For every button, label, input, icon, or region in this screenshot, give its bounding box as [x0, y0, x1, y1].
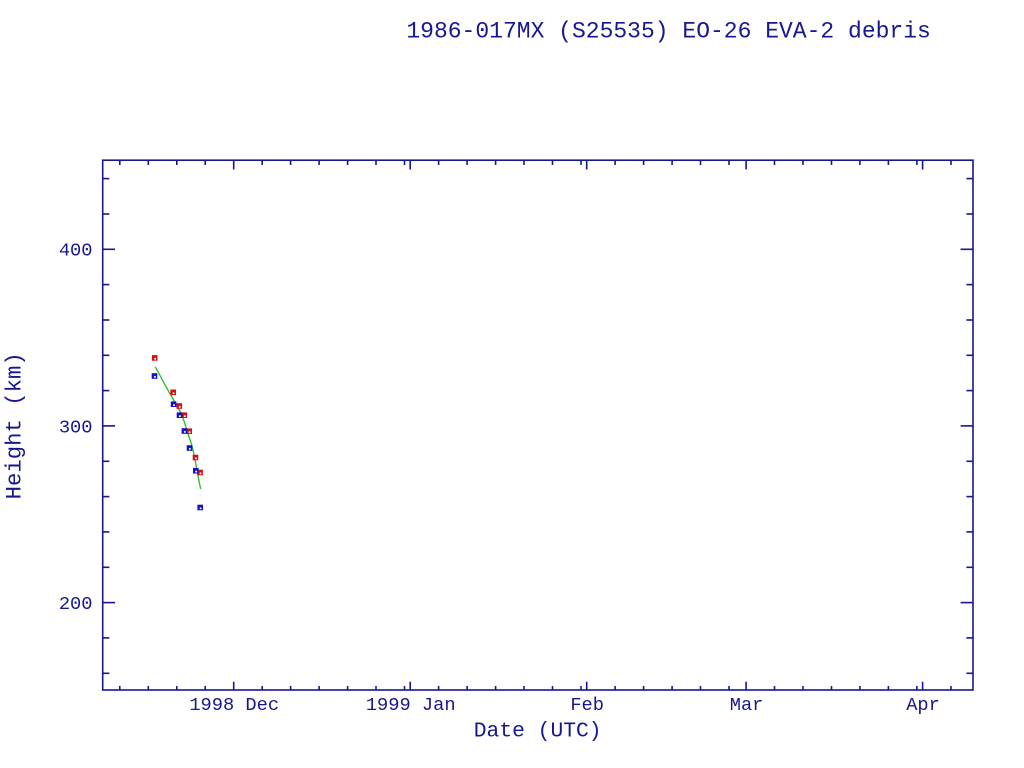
svg-text:Apr: Apr [906, 694, 940, 716]
svg-text:Height (km): Height (km) [1, 352, 27, 499]
svg-text:Feb: Feb [570, 694, 604, 716]
svg-text:1986-017MX (S25535) EO-26 EVA-: 1986-017MX (S25535) EO-26 EVA-2 debris [406, 19, 931, 45]
svg-text:1999 Jan: 1999 Jan [366, 694, 456, 716]
svg-text:Mar: Mar [730, 694, 764, 716]
svg-text:1998 Dec: 1998 Dec [189, 694, 279, 716]
svg-text:200: 200 [59, 593, 93, 615]
svg-text:300: 300 [59, 416, 93, 438]
svg-text:Date (UTC): Date (UTC) [474, 720, 602, 744]
svg-text:400: 400 [59, 240, 93, 262]
